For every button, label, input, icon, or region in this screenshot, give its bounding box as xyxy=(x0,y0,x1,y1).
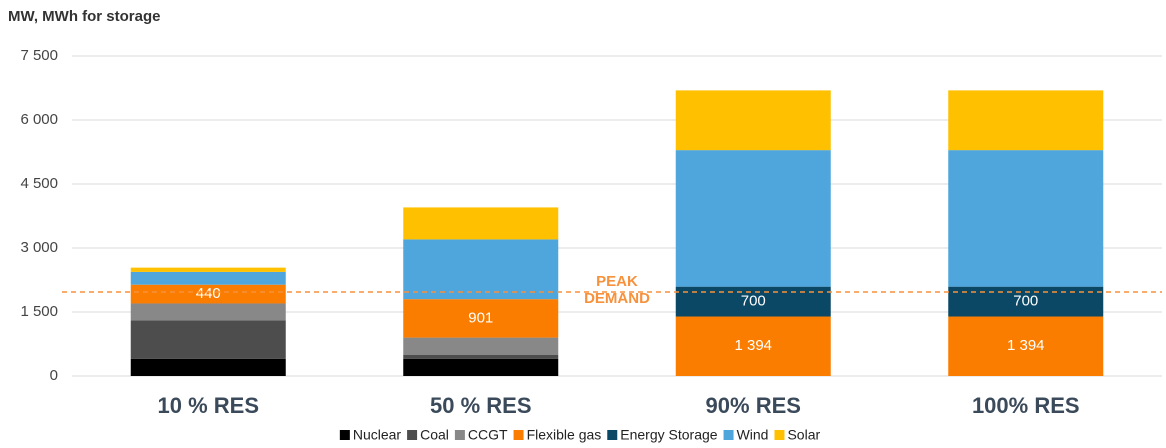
bar-segment xyxy=(130,284,286,304)
legend-label: Energy Storage xyxy=(620,427,717,443)
value-label: 700 xyxy=(741,293,766,310)
bar-segment xyxy=(403,358,559,376)
value-label: 700 xyxy=(1013,293,1038,310)
bar-segment xyxy=(130,320,286,359)
bar-segment xyxy=(130,303,286,321)
x-tick-label: 10 % RES xyxy=(158,393,260,418)
legend-swatch xyxy=(407,430,418,440)
legend-label: Solar xyxy=(787,427,820,443)
legend-swatch xyxy=(454,430,465,440)
peak-demand-label: DEMAND xyxy=(584,290,650,307)
bar-segment xyxy=(403,207,559,240)
y-tick-label: 3 000 xyxy=(20,239,58,256)
legend-label: Nuclear xyxy=(353,427,402,443)
legend-swatch xyxy=(513,430,524,440)
legend-label: Coal xyxy=(420,427,449,443)
y-tick-label: 6 000 xyxy=(20,111,58,128)
x-tick-label: 100% RES xyxy=(972,393,1080,418)
bar-segment xyxy=(675,90,831,151)
bar-segment xyxy=(130,358,286,376)
legend-swatch xyxy=(339,430,350,440)
legend-label: Flexible gas xyxy=(527,427,602,443)
legend-swatch xyxy=(723,430,734,440)
peak-demand-label: PEAK xyxy=(596,273,638,290)
y-axis-label: MW, MWh for storage xyxy=(8,8,161,25)
legend-label: CCGT xyxy=(468,427,508,443)
y-tick-label: 1 500 xyxy=(20,303,58,320)
bar-segment xyxy=(948,150,1104,287)
bar-segment xyxy=(403,354,559,359)
bar-segment xyxy=(403,239,559,300)
bar-segment xyxy=(130,271,286,285)
legend-label: Wind xyxy=(737,427,769,443)
bar-segment xyxy=(675,316,831,376)
y-tick-label: 0 xyxy=(50,367,58,384)
value-label: 1 394 xyxy=(1007,337,1045,354)
bar-segment xyxy=(403,299,559,338)
x-tick-label: 90% RES xyxy=(706,393,801,418)
value-label: 901 xyxy=(468,309,493,326)
bar-segment xyxy=(130,267,286,272)
value-label: 1 394 xyxy=(734,337,772,354)
bar-segment xyxy=(948,90,1104,151)
x-tick-label: 50 % RES xyxy=(430,393,532,418)
bar-segment xyxy=(403,337,559,355)
y-tick-label: 4 500 xyxy=(20,175,58,192)
bar-segment xyxy=(948,316,1104,376)
bar-segment xyxy=(675,150,831,287)
value-label: 440 xyxy=(196,285,221,302)
y-tick-label: 7 500 xyxy=(20,47,58,64)
legend-swatch xyxy=(774,430,785,440)
legend-swatch xyxy=(607,430,618,440)
